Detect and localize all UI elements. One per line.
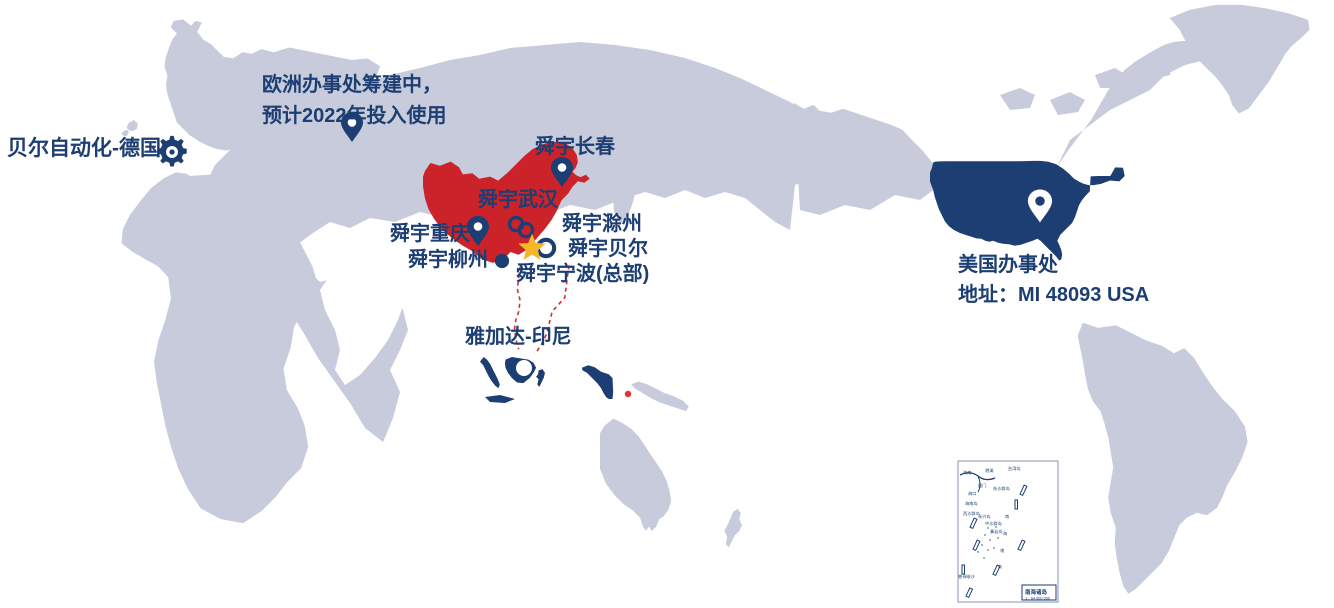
- svg-text:海口: 海口: [968, 490, 976, 497]
- svg-text:海南岛: 海南岛: [965, 500, 978, 507]
- svg-text:舜宇宁波(总部): 舜宇宁波(总部): [516, 261, 649, 285]
- svg-text:海南: 海南: [963, 469, 971, 476]
- svg-text:贝尔自动化-德国: 贝尔自动化-德国: [7, 136, 161, 160]
- svg-text:舜宇柳州: 舜宇柳州: [408, 247, 488, 271]
- svg-text:台湾岛: 台湾岛: [1008, 465, 1021, 472]
- svg-text:舜宇武汉: 舜宇武汉: [478, 187, 559, 211]
- svg-text:预计2022年投入使用: 预计2022年投入使用: [262, 103, 447, 127]
- svg-text:港澜: 港澜: [985, 467, 993, 474]
- svg-text:南海诸岛: 南海诸岛: [1025, 588, 1048, 596]
- svg-text:舜宇贝尔: 舜宇贝尔: [568, 236, 648, 260]
- svg-text:1：64 000 000: 1：64 000 000: [1025, 597, 1050, 601]
- svg-text:舜宇滁州: 舜宇滁州: [562, 211, 642, 235]
- svg-text:美国办事处: 美国办事处: [958, 252, 1059, 276]
- svg-text:曾母暗沙: 曾母暗沙: [958, 573, 976, 580]
- svg-text:南: 南: [1005, 513, 1009, 519]
- svg-text:中沙群岛: 中沙群岛: [985, 520, 1002, 527]
- svg-text:东沙群岛: 东沙群岛: [993, 485, 1010, 492]
- svg-text:厦门: 厦门: [978, 482, 986, 489]
- svg-text:舜宇长春: 舜宇长春: [535, 134, 616, 158]
- svg-text:地址：MI 48093 USA: 地址：MI 48093 USA: [958, 283, 1149, 306]
- svg-text:永兴岛: 永兴岛: [978, 513, 991, 520]
- svg-text:雅加达-印尼: 雅加达-印尼: [465, 325, 572, 348]
- svg-text:舜宇重庆: 舜宇重庆: [390, 221, 470, 245]
- svg-text:欧洲办事处筹建中，: 欧洲办事处筹建中，: [262, 72, 442, 96]
